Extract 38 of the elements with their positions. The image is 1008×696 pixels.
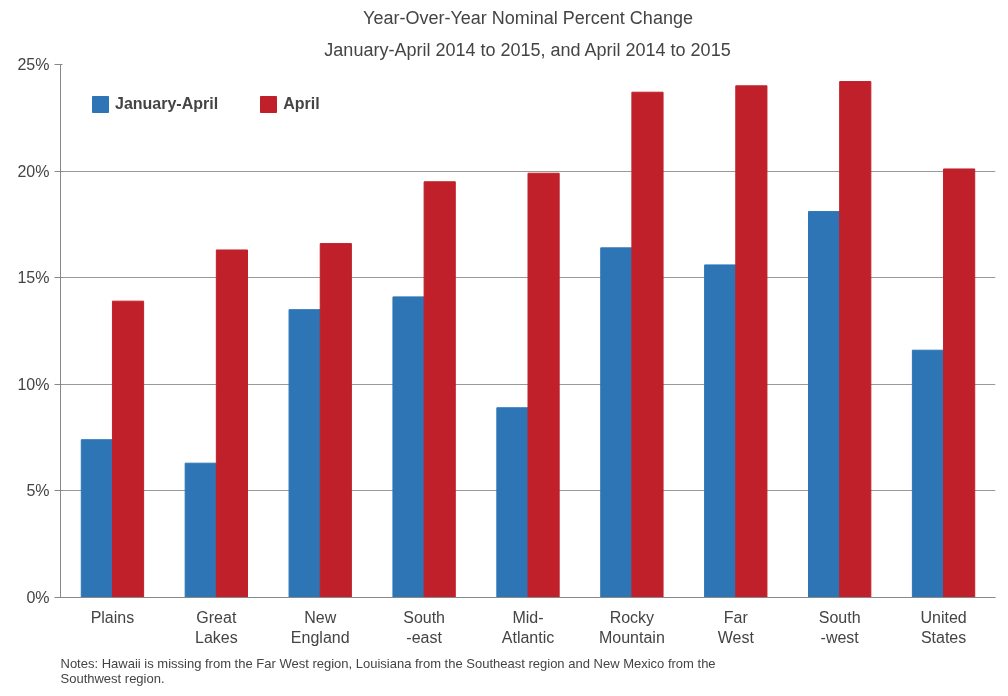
x-tick-label: Great Lakes (194, 608, 238, 646)
x-tick-label: South -west (818, 608, 861, 646)
bar (80, 439, 113, 598)
x-tick-label: Mid- Atlantic (501, 608, 555, 646)
bar (911, 349, 945, 598)
bar (319, 243, 352, 598)
y-tick-label: 5% (26, 482, 50, 500)
bar (184, 462, 217, 598)
y-tick-label: 25% (17, 56, 50, 73)
bar (111, 300, 145, 598)
bar (631, 91, 664, 598)
bar (423, 181, 456, 598)
y-tick-label: 20% (17, 162, 50, 180)
bar (808, 211, 841, 598)
x-tick-label: Far West (717, 608, 755, 646)
bar (943, 168, 976, 598)
x-tick-label: United States (920, 608, 967, 646)
text: Notes: Hawaii is missing from the Far West region, Louisiana from the Southeast region and New Mexico from the Southwest region. (60, 655, 716, 686)
y-tick-label: 15% (17, 269, 50, 287)
legend-label: April (283, 95, 320, 113)
y-tick-label: 10% (17, 375, 50, 393)
chart-title: Year-Over-Year Nominal Percent Change (363, 7, 693, 28)
bar (704, 264, 737, 598)
bar (527, 172, 560, 598)
legend-label: January-April (115, 95, 219, 113)
bar (600, 247, 633, 598)
bar (215, 249, 248, 598)
bar (839, 81, 872, 598)
x-tick-label: Rocky Mountain (598, 608, 665, 646)
bar (288, 309, 321, 598)
y-tick-label: 0% (26, 589, 50, 606)
bar (735, 85, 768, 598)
bar (392, 296, 425, 598)
x-tick-label: New England (290, 608, 350, 646)
x-tick-label: South -east (403, 608, 446, 646)
chart-subtitle: January-April 2014 to 2015, and April 2014 to 2015 (324, 39, 731, 60)
bar (496, 407, 529, 598)
x-tick-label: Plains (90, 608, 135, 626)
